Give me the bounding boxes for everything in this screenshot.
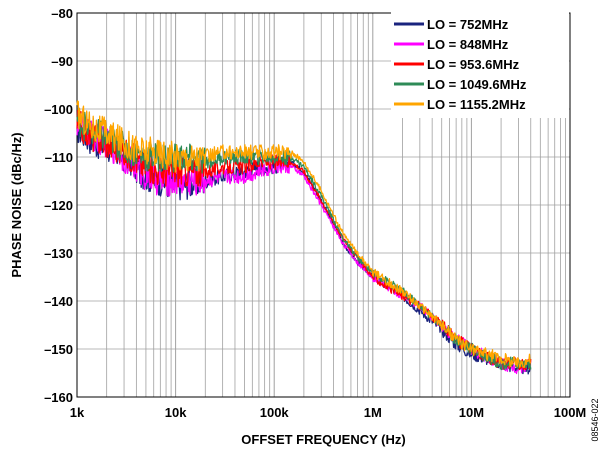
x-tick-label: 100M (554, 405, 587, 420)
legend-label: LO = 953.6MHz (427, 57, 520, 72)
x-tick-labels: 1k 10k 100k 1M 10M 100M (70, 405, 587, 420)
legend: LO = 752MHz LO = 848MHz LO = 953.6MHz LO = … (391, 12, 569, 118)
x-tick-label: 1k (70, 405, 85, 420)
y-tick-label: –160 (44, 390, 73, 405)
legend-label: LO = 752MHz (427, 17, 509, 32)
y-tick-label: –140 (44, 294, 73, 309)
x-tick-label: 10k (165, 405, 187, 420)
series-line (76, 100, 532, 368)
series-lines (76, 100, 532, 375)
legend-label: LO = 1155.2MHz (427, 97, 526, 112)
plot-frame (76, 12, 571, 398)
y-tick-label: –80 (51, 6, 73, 21)
x-tick-label: 1M (364, 405, 382, 420)
x-axis-title: OFFSET FREQUENCY (Hz) (241, 432, 405, 447)
x-tick-label: 100k (260, 405, 290, 420)
y-tick-label: –90 (51, 54, 73, 69)
y-tick-label: –110 (45, 150, 73, 165)
x-tick-label: 10M (459, 405, 484, 420)
y-tick-label: –150 (44, 342, 73, 357)
y-tick-label: –100 (44, 102, 73, 117)
legend-label: LO = 848MHz (427, 37, 509, 52)
y-tick-label: –120 (44, 198, 73, 213)
grid (77, 13, 570, 397)
y-tick-labels: –80 –90 –100 –110 –120 –130 –140 –150 –160 (44, 6, 73, 405)
figure-id: 08546-022 (590, 398, 600, 441)
legend-label: LO = 1049.6MHz (427, 77, 527, 92)
y-axis-title: PHASE NOISE (dBc/Hz) (9, 132, 24, 277)
y-tick-label: –130 (44, 246, 73, 261)
